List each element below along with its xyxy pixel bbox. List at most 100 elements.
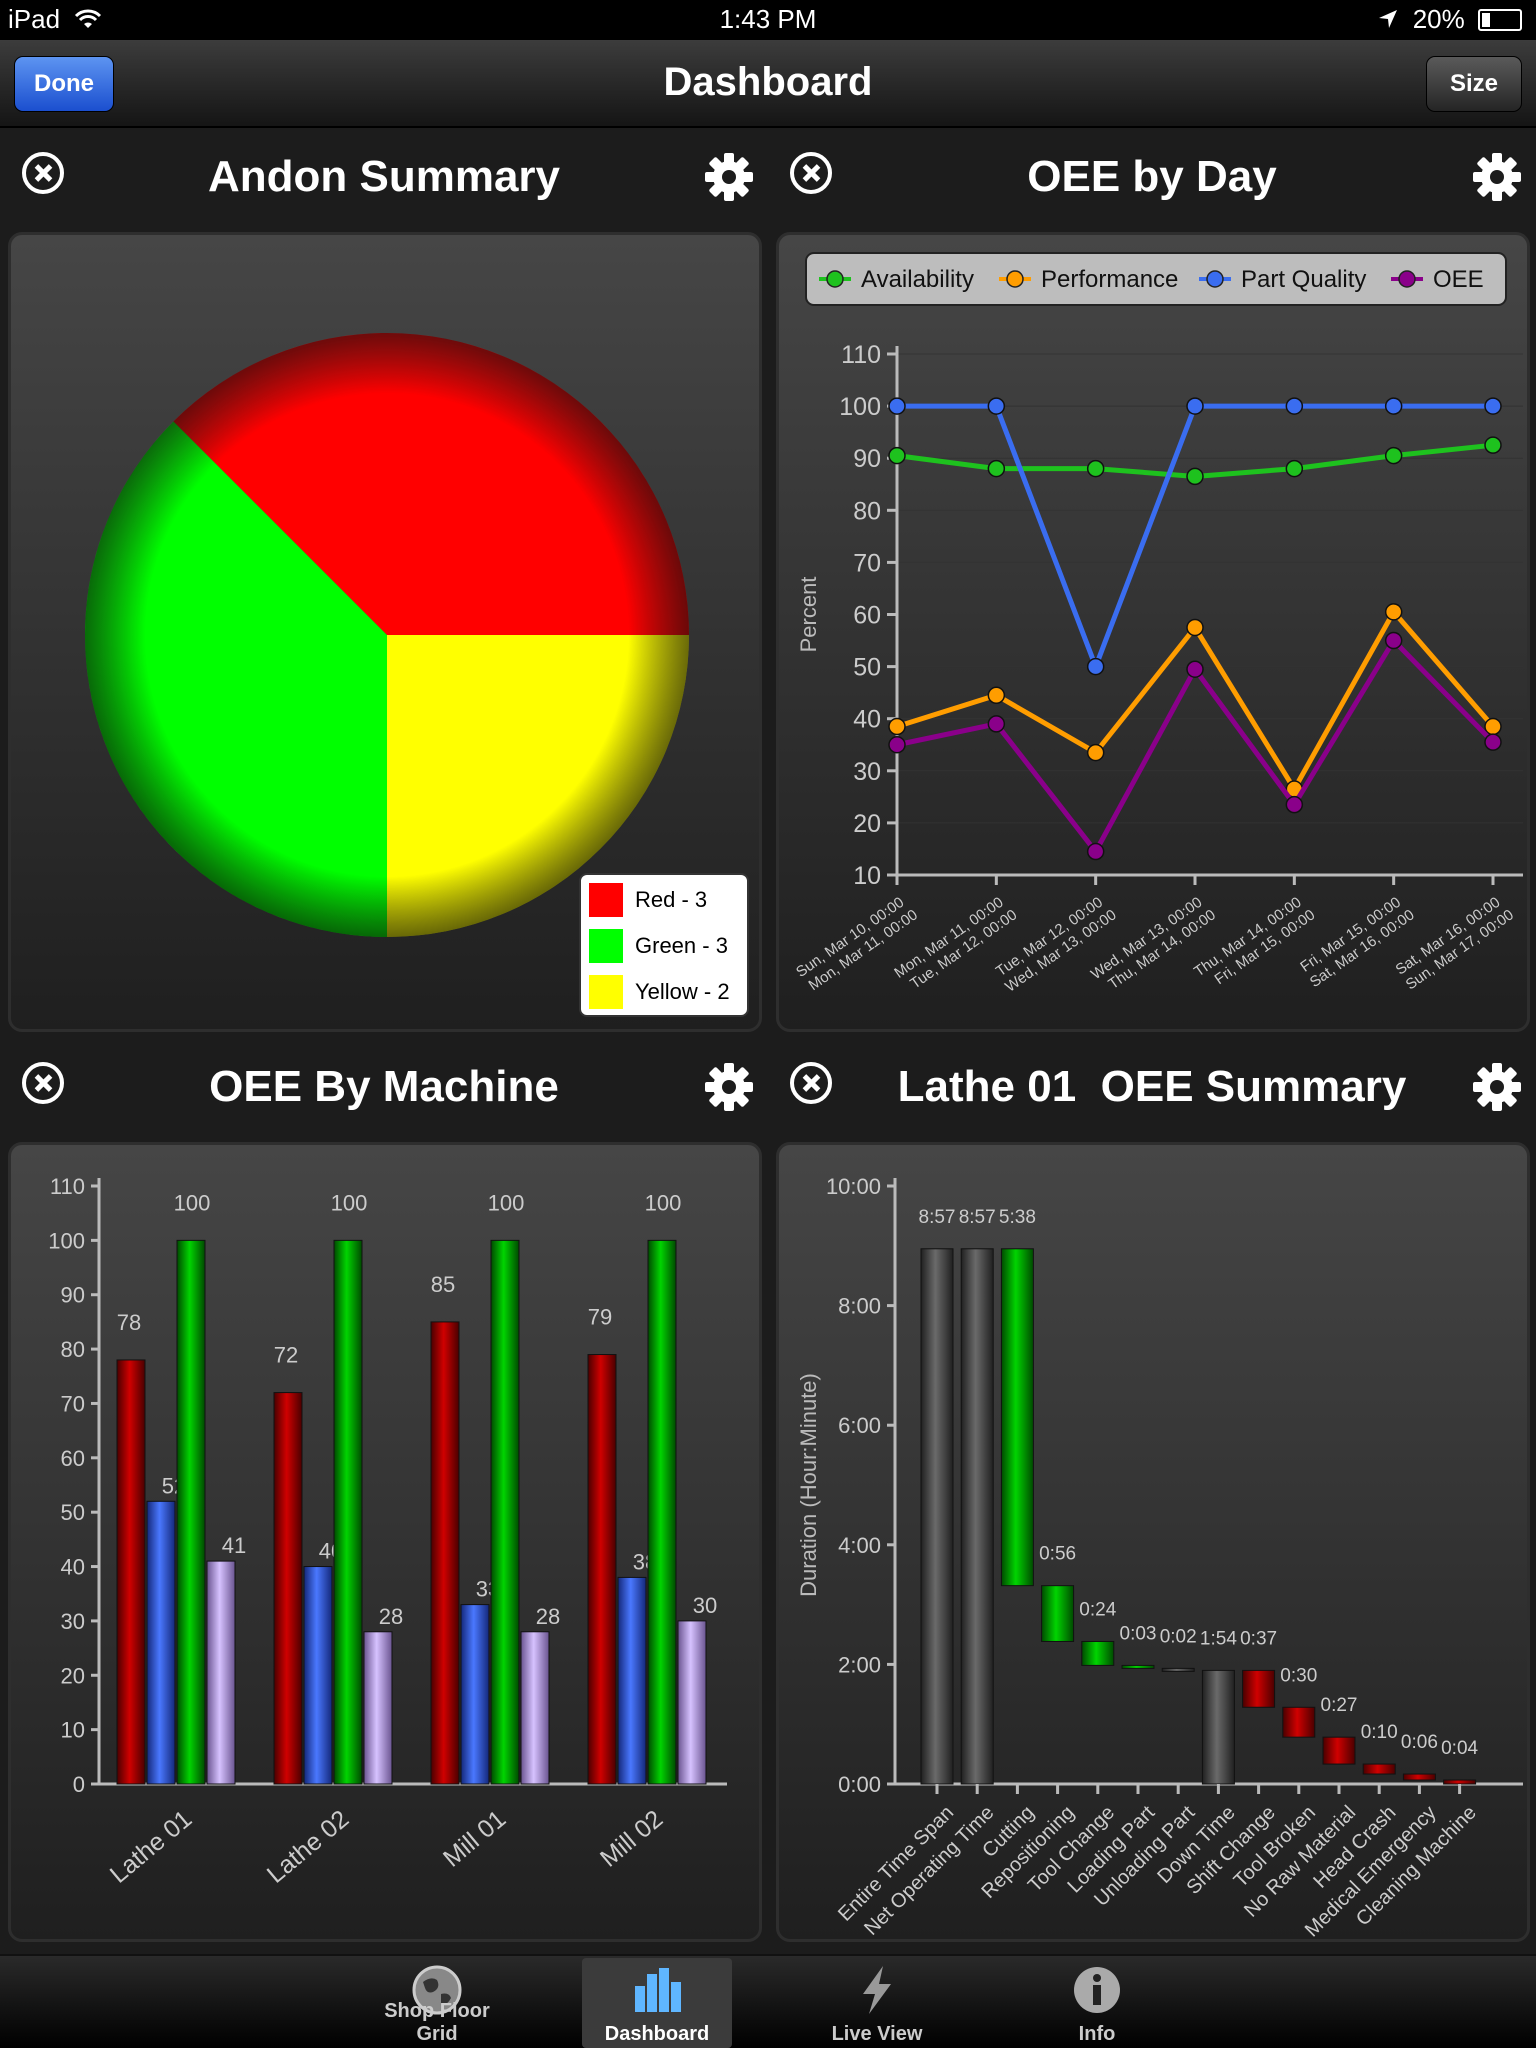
data-point[interactable]: [987, 715, 1006, 733]
y-tick-label: 10:00: [826, 1174, 881, 1199]
bar-value-label: 5:38: [999, 1207, 1036, 1228]
bar-value-label: 0:27: [1321, 1695, 1358, 1716]
waterfall-bar[interactable]: [1322, 1736, 1356, 1765]
data-point[interactable]: [1186, 618, 1204, 637]
x-tick-label: Mill 02: [595, 1805, 668, 1873]
waterfall-bar[interactable]: [1242, 1669, 1276, 1708]
device-label: iPad: [8, 4, 103, 35]
data-point[interactable]: [1484, 733, 1502, 751]
gear-icon[interactable]: [704, 152, 754, 202]
waterfall-bar[interactable]: [1282, 1706, 1316, 1738]
data-point[interactable]: [1086, 459, 1105, 478]
data-point[interactable]: [888, 717, 906, 736]
data-point[interactable]: [888, 736, 906, 754]
y-tick-label: 100: [839, 393, 881, 421]
waterfall-bar[interactable]: [1000, 1248, 1034, 1587]
waterfall-bar[interactable]: [960, 1248, 994, 1785]
bar[interactable]: [146, 1500, 176, 1785]
data-point[interactable]: [1285, 795, 1304, 814]
gear-icon[interactable]: [1472, 1062, 1522, 1112]
oee-machine-bar-chart: 0102030405060708090100110785210041Lathe …: [48, 1174, 727, 1889]
legend-item: OEE: [1391, 266, 1484, 293]
data-point[interactable]: [987, 686, 1006, 705]
data-point[interactable]: [1086, 657, 1105, 676]
legend-item-yellow: Yellow - 2: [589, 975, 730, 1009]
globe-icon: [412, 1965, 462, 2015]
legend-item: Performance: [999, 266, 1178, 293]
waterfall-bar[interactable]: [1081, 1640, 1115, 1666]
bar[interactable]: [303, 1566, 333, 1785]
data-point[interactable]: [1086, 842, 1105, 861]
data-point[interactable]: [1186, 397, 1204, 415]
waterfall-bar[interactable]: [1443, 1779, 1477, 1785]
bar[interactable]: [490, 1239, 520, 1785]
waterfall-bar[interactable]: [1161, 1667, 1195, 1672]
data-point[interactable]: [1484, 397, 1502, 415]
bar[interactable]: [273, 1392, 303, 1785]
bar-chart-icon: [635, 1968, 681, 2012]
close-icon[interactable]: [790, 1062, 832, 1104]
y-tick-label: 30: [853, 758, 881, 786]
waterfall-bar[interactable]: [1402, 1773, 1436, 1781]
bar-value-label: 0:24: [1079, 1599, 1116, 1620]
bar[interactable]: [206, 1560, 236, 1785]
bar[interactable]: [587, 1354, 617, 1785]
tab-info[interactable]: Info: [1022, 1958, 1172, 2048]
tab-live-view[interactable]: Live View: [802, 1958, 952, 2048]
waterfall-bar[interactable]: [1201, 1669, 1235, 1785]
waterfall-bar[interactable]: [1041, 1585, 1075, 1642]
data-point[interactable]: [1285, 397, 1304, 415]
data-point[interactable]: [1384, 603, 1403, 621]
y-tick-label: 60: [61, 1446, 85, 1471]
close-icon[interactable]: [22, 152, 64, 194]
done-button[interactable]: Done: [14, 56, 114, 112]
status-right: 20%: [1377, 4, 1522, 35]
data-point[interactable]: [1086, 743, 1105, 762]
bar-value-label: 0:06: [1401, 1732, 1438, 1753]
data-point[interactable]: [987, 397, 1006, 415]
data-point[interactable]: [888, 446, 906, 465]
oee-machine-panel-header: OEE By Machine: [0, 1040, 768, 1135]
bar[interactable]: [677, 1620, 707, 1785]
size-button[interactable]: Size: [1426, 56, 1522, 112]
data-point[interactable]: [1484, 717, 1502, 736]
tab-dashboard[interactable]: Dashboard: [582, 1958, 732, 2048]
bar[interactable]: [363, 1631, 393, 1785]
tab-shop-floor-grid[interactable]: Shop Floor Grid: [362, 1958, 512, 2048]
gear-icon[interactable]: [1472, 152, 1522, 202]
navigation-bar: Done Dashboard Size: [0, 40, 1536, 128]
lathe-summary-chart-panel: 0:00 2:00 4:00 6:00 8:00 10:00 Duration (Hour:…: [776, 1142, 1530, 1942]
y-tick-label: 90: [853, 445, 881, 473]
y-tick-label: 70: [61, 1391, 85, 1416]
waterfall-bar[interactable]: [1121, 1664, 1155, 1669]
data-point[interactable]: [1384, 397, 1403, 415]
bar[interactable]: [617, 1576, 647, 1785]
bar[interactable]: [647, 1239, 677, 1785]
waterfall-bar[interactable]: [920, 1248, 954, 1785]
y-tick-label: 0: [73, 1772, 85, 1797]
data-point[interactable]: [1186, 660, 1204, 678]
y-tick-label: 20: [61, 1663, 85, 1688]
bar[interactable]: [430, 1321, 460, 1785]
data-point[interactable]: [1484, 436, 1502, 454]
y-tick-label: 60: [853, 602, 881, 630]
bar[interactable]: [460, 1604, 490, 1785]
bar-value-label: 72: [274, 1343, 298, 1368]
bar[interactable]: [176, 1239, 206, 1785]
close-icon[interactable]: [790, 152, 832, 194]
data-point[interactable]: [1384, 631, 1403, 650]
close-icon[interactable]: [22, 1062, 64, 1104]
bar[interactable]: [520, 1631, 550, 1785]
y-tick-label: 10: [853, 862, 881, 890]
bar-value-label: 78: [117, 1310, 141, 1335]
gear-icon[interactable]: [704, 1062, 754, 1112]
data-point[interactable]: [1384, 446, 1403, 465]
data-point[interactable]: [888, 397, 906, 415]
data-point[interactable]: [1285, 459, 1304, 478]
data-point[interactable]: [987, 459, 1006, 478]
waterfall-bar[interactable]: [1362, 1763, 1396, 1775]
bar[interactable]: [333, 1239, 363, 1785]
data-point[interactable]: [1186, 467, 1204, 486]
bar[interactable]: [116, 1359, 146, 1785]
series-line: [896, 607, 1495, 794]
